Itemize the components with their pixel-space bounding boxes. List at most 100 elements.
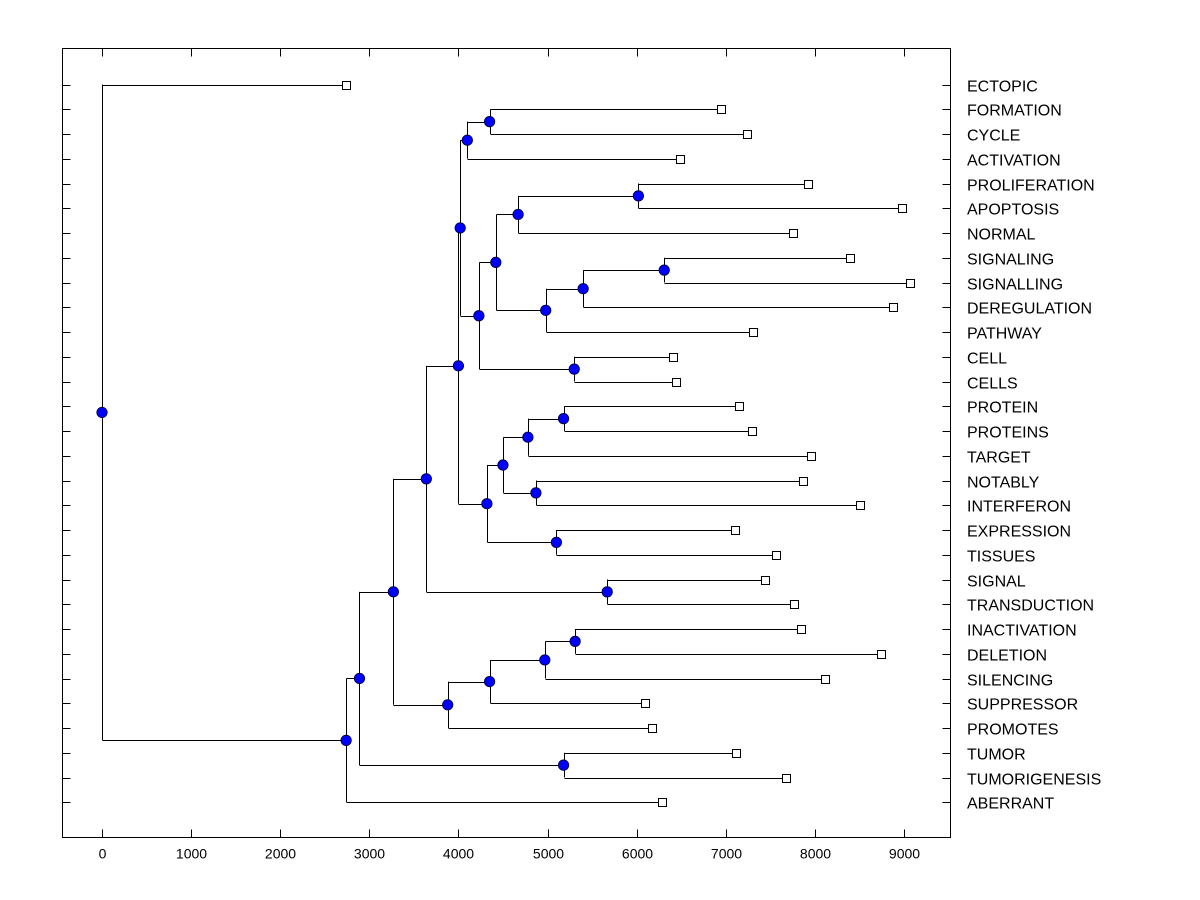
merge-node	[577, 283, 589, 295]
x-tick-label: 8000	[800, 846, 831, 862]
leaf-label: NORMAL	[967, 227, 1036, 244]
x-tick-label: 6000	[622, 846, 653, 862]
leaf-marker	[658, 798, 667, 807]
leaf-marker	[898, 204, 907, 213]
leaf-marker	[761, 576, 770, 585]
leaf-label: EXPRESSION	[967, 524, 1071, 541]
merge-node	[353, 672, 366, 685]
x-axis: 0 1000 2000 3000 4000 5000 6000 7000 8000 9000	[99, 48, 920, 862]
leaf-marker	[782, 774, 791, 783]
leaf-label: TARGET	[967, 450, 1031, 467]
merge-node	[497, 459, 509, 471]
merge-node	[490, 256, 502, 268]
leaf-label: PROTEIN	[967, 400, 1038, 417]
leaf-label: NOTABLY	[967, 475, 1040, 492]
x-tick-label: 4000	[443, 846, 474, 862]
leaf-label: CELL	[967, 351, 1007, 368]
leaf-label: TUMORIGENESIS	[967, 772, 1101, 789]
leaf-label: INTERFERON	[967, 499, 1071, 516]
leaf-label: ACTIVATION	[967, 153, 1061, 170]
leaf-label: SUPPRESSOR	[967, 697, 1078, 714]
merge-node	[540, 304, 552, 316]
leaf-label: SILENCING	[967, 673, 1053, 690]
leaf-marker	[676, 155, 685, 164]
merge-node	[539, 654, 551, 666]
merge-node	[481, 498, 493, 510]
merge-node	[512, 208, 524, 221]
leaf-marker	[672, 378, 681, 387]
merge-node	[473, 310, 485, 322]
merge-node	[340, 734, 352, 746]
merge-node	[442, 699, 454, 711]
leaf-label: DEREGULATION	[967, 301, 1092, 318]
leaf-label: DELETION	[967, 648, 1047, 665]
leaf-label: PROTEINS	[967, 425, 1049, 442]
leaf-marker	[772, 551, 781, 560]
merge-node	[420, 473, 432, 485]
x-tick-label: 3000	[354, 846, 385, 862]
merge-node	[658, 264, 670, 276]
merge-node	[96, 406, 108, 419]
leaf-labels: ECTOPIC FORMATION CYCLE ACTIVATION PROLIFERA…	[967, 79, 1101, 813]
merge-node	[550, 536, 563, 548]
merge-node	[568, 363, 580, 375]
leaf-label: INACTIVATION	[967, 623, 1077, 640]
leaf-label: FORMATION	[967, 103, 1062, 120]
merge-node	[569, 635, 581, 647]
x-tick-label: 2000	[265, 846, 296, 862]
x-tick-label: 9000	[889, 846, 920, 862]
leaf-label: SIGNALLING	[967, 277, 1063, 294]
merge-node	[522, 431, 534, 443]
leaf-marker	[732, 749, 741, 758]
leaf-label: SIGNAL	[967, 574, 1026, 591]
plot-frame	[62, 48, 951, 838]
y-axis-ticks	[62, 85, 951, 803]
merge-node	[557, 759, 570, 771]
leaf-marker	[821, 675, 830, 684]
merge-node	[483, 116, 496, 128]
merge-node	[461, 134, 473, 146]
merge-node	[632, 190, 644, 202]
leaf-label: PROMOTES	[967, 722, 1059, 739]
merge-node	[557, 413, 570, 425]
leaf-label: CYCLE	[967, 128, 1020, 145]
leaf-marker	[648, 724, 657, 733]
leaf-label: TRANSDUCTION	[967, 598, 1094, 615]
leaf-marker	[749, 328, 758, 337]
leaf-marker	[342, 81, 351, 90]
leaf-marker	[797, 625, 806, 634]
leaf-markers	[342, 81, 915, 807]
merge-node	[454, 222, 466, 234]
merge-node	[601, 586, 613, 598]
leaf-label: CELLS	[967, 376, 1018, 393]
leaf-marker	[790, 600, 799, 609]
leaf-marker	[889, 303, 898, 312]
leaf-marker	[804, 180, 813, 189]
leaf-marker	[856, 501, 865, 510]
leaf-marker	[743, 130, 752, 139]
leaf-label: APOPTOSIS	[967, 202, 1059, 219]
leaf-label: TUMOR	[967, 747, 1026, 764]
merge-node	[530, 487, 542, 499]
merge-node	[483, 675, 496, 688]
merge-nodes	[96, 116, 670, 771]
leaf-marker	[877, 650, 886, 659]
leaf-marker	[748, 427, 757, 436]
leaf-marker	[789, 229, 798, 238]
leaf-label: PROLIFERATION	[967, 178, 1095, 195]
leaf-marker	[846, 254, 855, 263]
x-tick-label: 0	[99, 846, 107, 862]
leaf-marker	[669, 353, 678, 362]
leaf-label: PATHWAY	[967, 326, 1042, 343]
x-tick-label: 7000	[711, 846, 742, 862]
leaf-marker	[731, 526, 740, 535]
leaf-marker	[807, 452, 816, 461]
leaf-label: SIGNALING	[967, 252, 1054, 269]
leaf-marker	[799, 477, 808, 486]
merge-node	[452, 360, 464, 372]
leaf-marker	[906, 279, 915, 288]
leaf-marker	[735, 402, 744, 411]
leaf-label: TISSUES	[967, 549, 1035, 566]
leaf-label: ECTOPIC	[967, 79, 1038, 96]
